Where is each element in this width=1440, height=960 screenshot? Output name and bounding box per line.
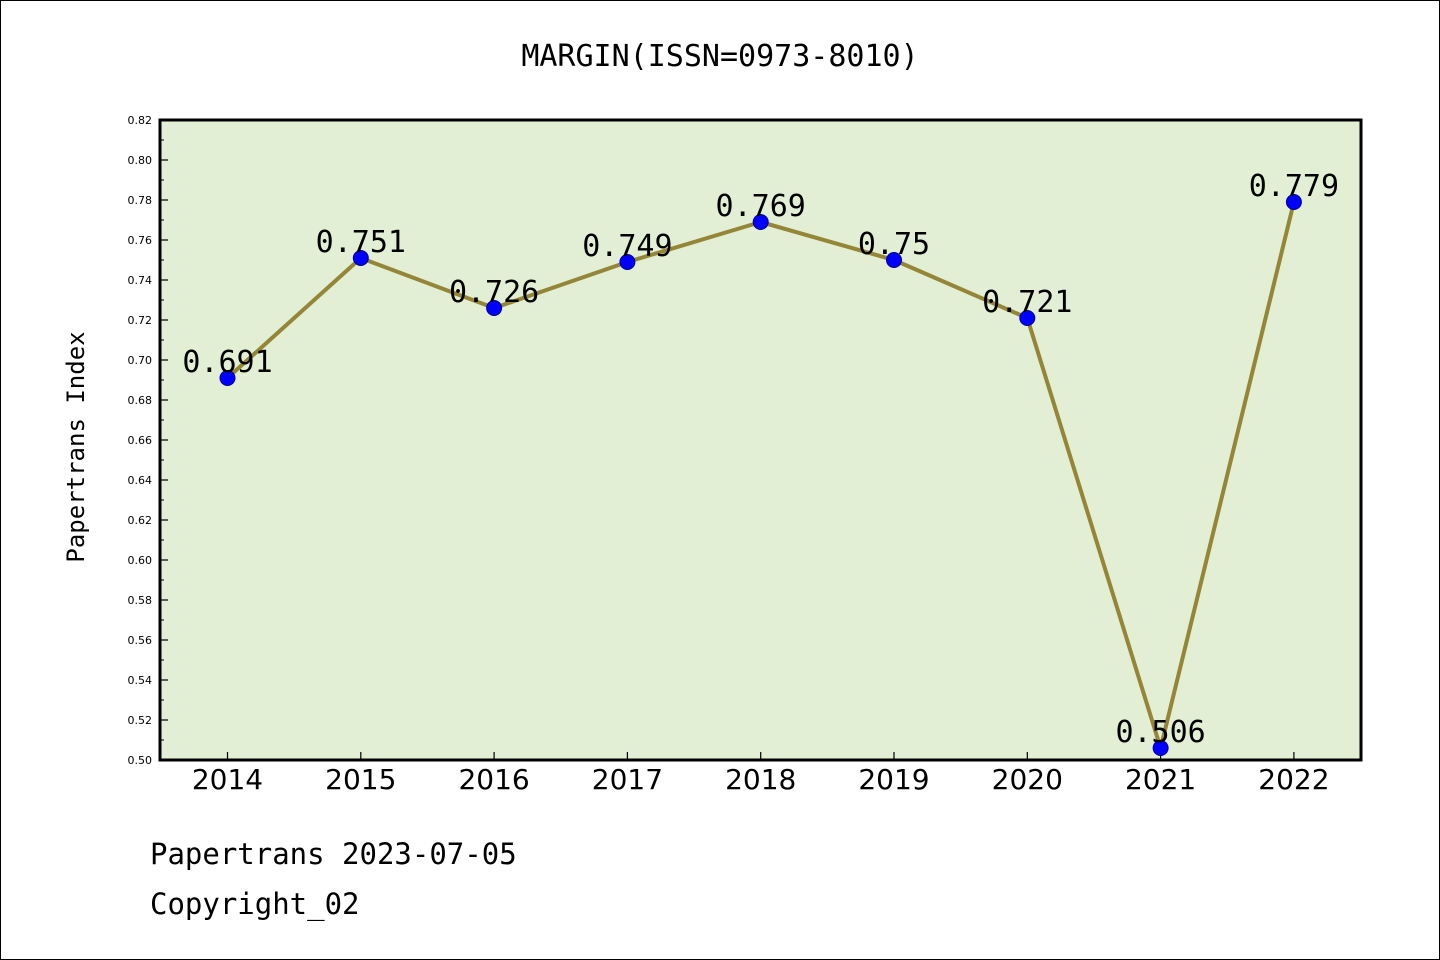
footer-copyright: Copyright_02 bbox=[150, 887, 360, 922]
chart-title: MARGIN(ISSN=0973-8010) bbox=[521, 39, 918, 74]
data-point bbox=[886, 252, 902, 268]
y-tick-label: 0.78 bbox=[128, 194, 153, 207]
data-label: 0.726 bbox=[449, 275, 539, 310]
data-label: 0.749 bbox=[582, 229, 672, 264]
data-point bbox=[1019, 310, 1036, 326]
data-label: 0.779 bbox=[1249, 169, 1339, 204]
data-point bbox=[1285, 194, 1302, 210]
x-tick-label: 2015 bbox=[325, 763, 396, 796]
x-tick-label: 2019 bbox=[858, 763, 929, 796]
data-label: 0.769 bbox=[716, 189, 806, 224]
y-tick-label: 0.58 bbox=[128, 594, 153, 607]
x-tick-label: 2018 bbox=[725, 763, 796, 796]
data-point bbox=[352, 250, 369, 266]
y-tick-label: 0.52 bbox=[128, 714, 153, 727]
data-label: 0.506 bbox=[1115, 715, 1205, 750]
data-label: 0.75 bbox=[858, 227, 930, 262]
data-point bbox=[1152, 740, 1169, 756]
y-tick-label: 0.54 bbox=[128, 674, 153, 687]
y-tick-label: 0.68 bbox=[128, 394, 153, 407]
plot-border bbox=[158, 118, 1363, 762]
x-tick-label: 2016 bbox=[458, 763, 529, 796]
data-label: 0.721 bbox=[982, 285, 1072, 320]
y-tick-label: 0.66 bbox=[128, 434, 153, 447]
data-point bbox=[219, 370, 236, 386]
y-axis-label: Papertrans Index bbox=[62, 331, 90, 562]
y-tick-label: 0.74 bbox=[128, 274, 153, 287]
x-tick-label: 2014 bbox=[192, 763, 263, 796]
y-tick-label: 0.70 bbox=[128, 354, 153, 367]
y-tick-label: 0.60 bbox=[128, 554, 153, 567]
y-axis: 0.50 0.52 0.54 0.56 0.58 0.60 0.62 0.64 0.66 0.68… bbox=[128, 114, 168, 767]
data-label: 0.751 bbox=[316, 225, 406, 260]
y-tick-label: 0.82 bbox=[128, 114, 153, 127]
series-line-group: 0.691 0.751 0.726 0.749 0.769 0.75 0.721 0.506 0… bbox=[182, 169, 1339, 756]
footer-date: Papertrans 2023-07-05 bbox=[150, 837, 517, 871]
y-tick-label: 0.56 bbox=[128, 634, 153, 647]
y-tick-label: 0.64 bbox=[128, 474, 153, 487]
x-tick-label: 2020 bbox=[992, 763, 1063, 796]
y-tick-label: 0.72 bbox=[128, 314, 153, 327]
data-point bbox=[619, 254, 636, 270]
x-tick-label: 2021 bbox=[1125, 763, 1196, 796]
y-tick-label: 0.76 bbox=[128, 234, 153, 247]
y-tick-label: 0.62 bbox=[128, 514, 153, 527]
y-tick-label: 0.80 bbox=[128, 154, 153, 167]
x-axis: 2014 2015 2016 2017 2018 2019 2020 2021 2022 bbox=[192, 752, 1330, 796]
y-tick-label: 0.50 bbox=[128, 754, 153, 767]
x-tick-label: 2022 bbox=[1258, 763, 1329, 796]
x-tick-label: 2017 bbox=[592, 763, 663, 796]
data-point bbox=[752, 214, 769, 230]
data-label: 0.691 bbox=[182, 345, 272, 380]
data-point bbox=[486, 300, 503, 316]
